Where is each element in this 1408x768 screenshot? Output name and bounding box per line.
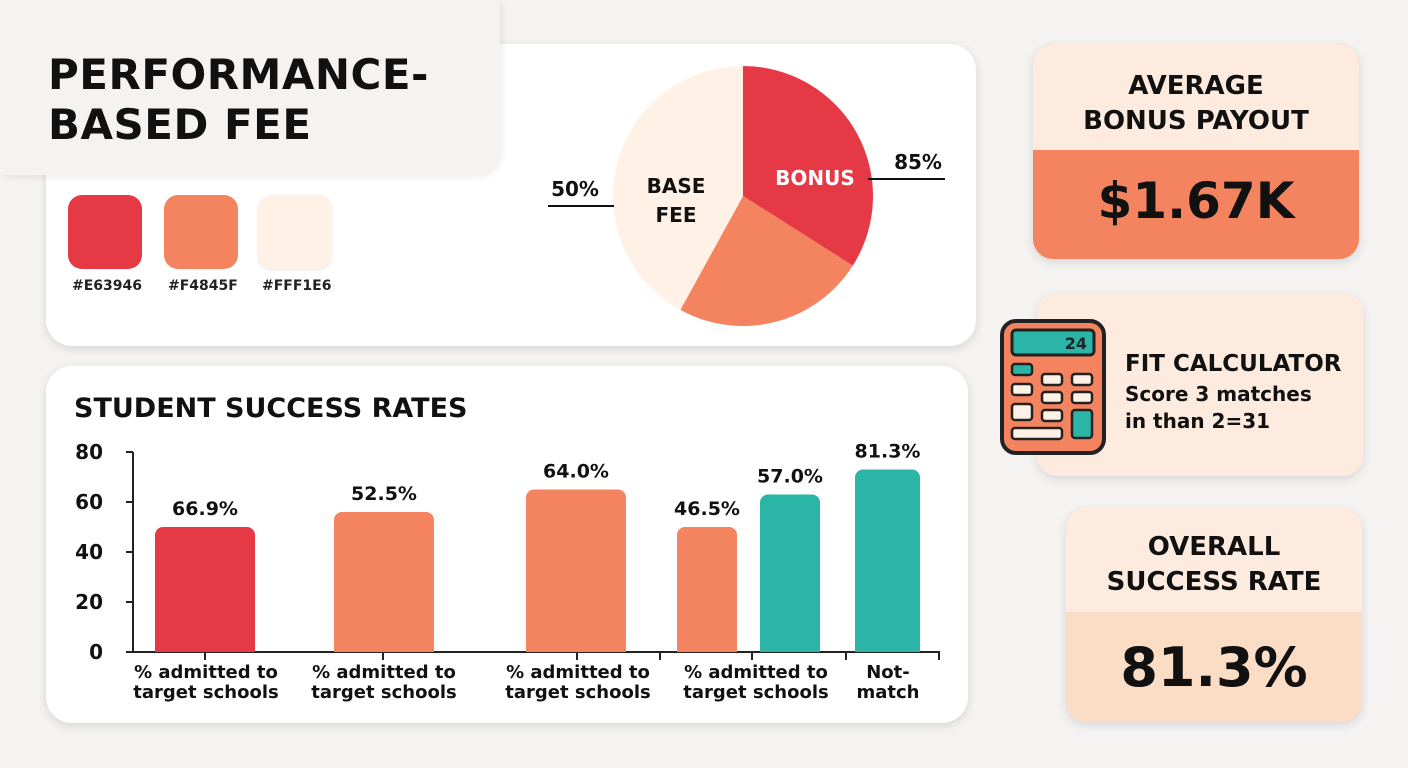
bonus-payout-card: AVERAGE BONUS PAYOUT $1.67K [1033,44,1359,259]
success-rate-header [1066,508,1362,612]
success-rate-title: OVERALL SUCCESS RATE [1106,532,1322,597]
fit-calculator-title: FIT CALCULATOR [1125,351,1342,377]
bonus-payout-title: AVERAGE BONUS PAYOUT [1083,71,1309,136]
title-panel [0,0,500,175]
chart-title: STUDENT SUCCESS RATES [74,393,468,424]
swatch-red-label: #E63946 [72,278,142,294]
success-rate-card: OVERALL SUCCESS RATE 81.3% [1066,508,1362,722]
success-rate-value: 81.3% [1120,636,1308,699]
calculator-icon: 24 [1000,319,1106,455]
swatch-orange-label: #F4845F [168,278,238,294]
page-title: PERFORMANCE- BASED FEE [48,50,429,149]
swatch-cream-label: #FFF1E6 [262,278,332,294]
bonus-payout-value: $1.67K [1097,172,1295,230]
bonus-payout-header [1033,44,1359,150]
fit-calculator-line1: Score 3 matches [1125,382,1312,406]
calculator-display: 24 [1065,334,1087,353]
fit-calculator-line2: in than 2=31 [1125,409,1271,433]
swatch-cream [258,195,332,269]
swatch-red [68,195,142,269]
swatch-orange [164,195,238,269]
